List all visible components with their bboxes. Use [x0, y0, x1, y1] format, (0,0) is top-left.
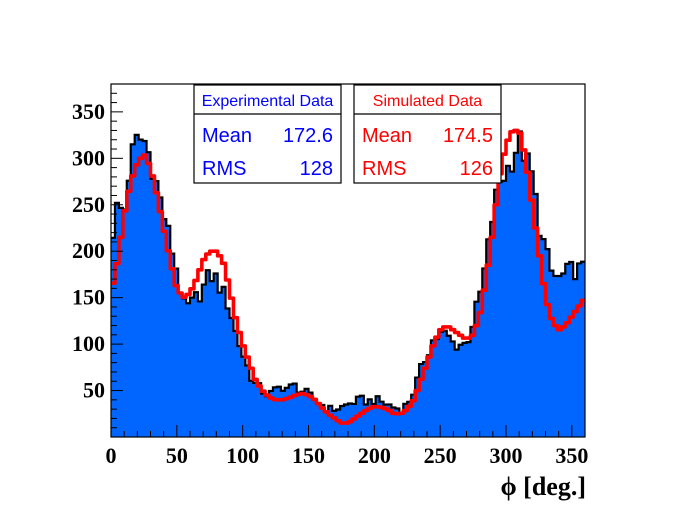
stat-rms-label: RMS — [202, 158, 246, 180]
stat-box-title: Simulated Data — [373, 93, 482, 110]
stat-rms-value: 126 — [460, 158, 493, 180]
x-tick-label: 0 — [106, 443, 117, 468]
x-tick-label: 300 — [490, 443, 523, 468]
y-tick-label: 350 — [72, 99, 105, 124]
x-axis-title: ϕ [deg.] — [500, 472, 586, 501]
stat-mean-label: Mean — [202, 125, 252, 147]
stat-box-simulated: Simulated Data Mean 174.5 RMS 126 — [353, 84, 502, 184]
stat-rms-label: RMS — [362, 158, 406, 180]
axes-layer: 50 100 150 200 250 300 350 0 50 100 150 200 250 300 35… — [72, 83, 588, 468]
stat-mean-label: Mean — [362, 125, 412, 147]
stat-box-simulated-frame — [353, 84, 502, 184]
y-tick-label: 50 — [83, 378, 105, 403]
stat-box-experimental: Experimental Data Mean 172.6 RMS 128 — [193, 84, 342, 184]
y-tick-label: 200 — [72, 238, 105, 263]
x-tick-label: 100 — [226, 443, 259, 468]
x-tick-label: 150 — [292, 443, 325, 468]
stat-rms-value: 128 — [300, 158, 333, 180]
x-tick-label: 250 — [424, 443, 457, 468]
x-tick-label: 350 — [555, 443, 588, 468]
y-tick-label: 150 — [72, 285, 105, 310]
x-tick-label: 50 — [166, 443, 188, 468]
x-tick-label: 200 — [358, 443, 391, 468]
simulated-data-line — [111, 128, 585, 425]
stat-box-experimental-frame — [193, 84, 342, 184]
plot-layer — [111, 128, 585, 438]
experimental-data-fill — [111, 131, 585, 438]
stat-mean-value: 172.6 — [283, 125, 333, 147]
experimental-data-outline — [111, 130, 585, 414]
y-tick-label: 300 — [72, 145, 105, 170]
y-tick-label: 100 — [72, 331, 105, 356]
y-tick-label: 250 — [72, 192, 105, 217]
stat-mean-value: 174.5 — [443, 125, 493, 147]
stat-box-title: Experimental Data — [202, 93, 334, 110]
